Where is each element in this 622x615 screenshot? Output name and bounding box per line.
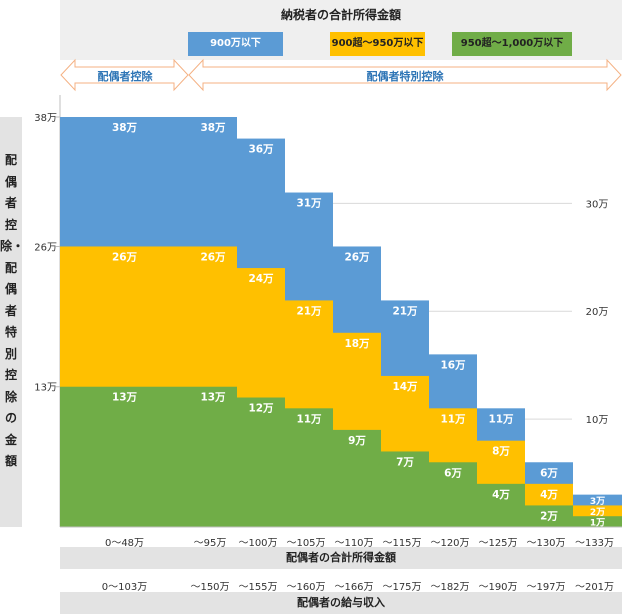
special-deduction-arrow [188, 58, 622, 92]
value-label-s0-c3: 31万 [296, 198, 322, 210]
right-tick-label: 20万 [586, 307, 609, 318]
salary-tick-9: ～201万 [574, 582, 615, 593]
left-tick-label: 13万 [34, 383, 57, 394]
bar-s2-c6 [429, 462, 477, 527]
value-label-s2-c6: 6万 [444, 467, 462, 479]
value-label-s0-c8: 6万 [540, 467, 558, 479]
bar-s2-c1 [189, 386, 237, 527]
right-tick-label: 30万 [586, 199, 609, 210]
value-label-s1-c5: 14万 [392, 381, 418, 393]
value-label-s2-c5: 7万 [396, 456, 414, 468]
value-label-s2-c1: 13万 [200, 392, 226, 404]
salary-tick-4: ～166万 [334, 582, 374, 593]
income-tick-8: ～130万 [526, 538, 566, 549]
value-label-s0-c7: 11万 [488, 413, 514, 425]
value-label-s0-c5: 21万 [392, 305, 418, 317]
salary-tick-3: ～160万 [286, 582, 326, 593]
salary-tick-6: ～182万 [430, 582, 470, 593]
value-label-s0-c6: 16万 [440, 359, 466, 371]
value-label-s1-c7: 8万 [492, 446, 510, 458]
value-label-s2-c2: 12万 [248, 403, 274, 415]
bar-s2-c5 [381, 451, 429, 527]
y-axis-title: 配偶者控除・配偶者特別控除の金額 [0, 153, 25, 468]
value-label-s1-c2: 24万 [248, 273, 274, 285]
bar-s2-c9 [573, 516, 622, 527]
legend-item-900-950: 900超～950万以下 [330, 32, 425, 56]
salary-tick-8: ～197万 [526, 582, 566, 593]
value-label-s1-c3: 21万 [296, 305, 322, 317]
left-tick-label: 26万 [34, 242, 57, 253]
legend-item-950-1000: 950超～1,000万以下 [452, 32, 572, 56]
value-label-s2-c3: 11万 [296, 413, 322, 425]
salary-tick-2: ～155万 [238, 582, 278, 593]
value-label-s2-c4: 9万 [348, 435, 366, 447]
spouse-deduction-arrow [60, 58, 189, 92]
value-label-s1-c6: 11万 [440, 413, 466, 425]
value-label-s0-c9: 3万 [590, 496, 605, 507]
value-label-s2-c8: 2万 [540, 510, 558, 522]
header-title: 納税者の合計所得金額 [280, 8, 401, 22]
income-tick-3: ～105万 [286, 538, 326, 549]
salary-tick-1: ～150万 [190, 582, 230, 593]
special-deduction-label: 配偶者特別控除 [367, 69, 445, 83]
value-label-s0-c0: 38万 [112, 122, 138, 134]
bar-s2-c3 [285, 408, 333, 527]
left-tick-label: 38万 [34, 113, 57, 124]
value-label-s2-c9: 1万 [590, 518, 605, 529]
value-label-s0-c4: 26万 [344, 251, 370, 263]
bar-s2-c8 [525, 505, 573, 527]
salary-tick-5: ～175万 [382, 582, 422, 593]
bar-s2-c7 [477, 483, 525, 527]
value-label-s2-c7: 4万 [492, 489, 510, 501]
bar-s2-c0 [60, 386, 189, 527]
value-label-s1-c1: 26万 [200, 251, 226, 263]
bar-s2-c4 [333, 429, 381, 527]
value-label-s0-c1: 38万 [200, 122, 226, 134]
income-tick-9: ～133万 [574, 538, 615, 549]
income-tick-4: ～110万 [334, 538, 374, 549]
income-tick-2: ～100万 [238, 538, 278, 549]
y-axis-title-bar [0, 117, 22, 527]
income-tick-6: ～120万 [430, 538, 470, 549]
x-axis-title-salary: 配偶者の給与収入 [60, 592, 622, 614]
income-tick-5: ～115万 [382, 538, 422, 549]
salary-tick-7: ～190万 [478, 582, 518, 593]
salary-tick-0: 0～103万 [101, 582, 148, 593]
income-tick-7: ～125万 [478, 538, 518, 549]
value-label-s0-c2: 36万 [248, 144, 274, 156]
value-label-s1-c8: 4万 [540, 489, 558, 501]
x-axis-title-income: 配偶者の合計所得金額 [60, 547, 622, 569]
value-label-s1-c9: 2万 [590, 507, 605, 518]
value-label-s1-c0: 26万 [112, 251, 138, 263]
value-label-s1-c4: 18万 [344, 338, 370, 350]
value-label-s2-c0: 13万 [112, 392, 138, 404]
spouse-deduction-label: 配偶者控除 [98, 69, 154, 83]
right-tick-label: 10万 [586, 415, 609, 426]
bar-s2-c2 [237, 397, 285, 527]
income-tick-0: 0～48万 [104, 538, 145, 549]
legend-item-900-or-less: 900万以下 [188, 32, 283, 56]
income-tick-1: ～95万 [193, 538, 227, 549]
